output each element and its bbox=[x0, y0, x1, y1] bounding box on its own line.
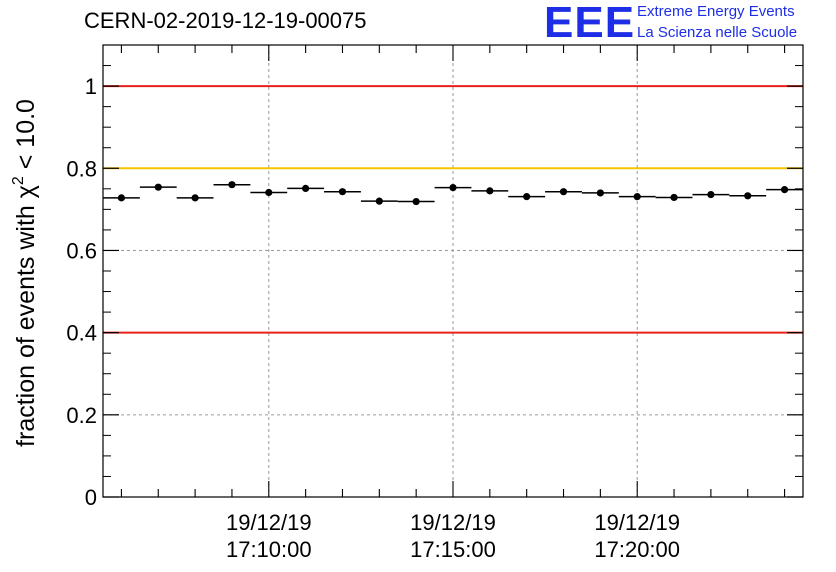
data-point bbox=[117, 194, 126, 202]
data-point bbox=[780, 186, 789, 194]
data-point bbox=[523, 193, 531, 201]
data-point bbox=[559, 188, 568, 196]
data-point bbox=[191, 194, 199, 202]
data-point bbox=[744, 192, 752, 200]
x-tick-date-label: 19/12/19 bbox=[226, 510, 312, 535]
logo-line-1: Extreme Energy Events bbox=[637, 3, 795, 20]
y-axis-label-chi: χ bbox=[12, 185, 40, 198]
y-axis-label: fraction of events with χ2 < 10.0 bbox=[10, 99, 40, 447]
eee-logo-mark: EEE bbox=[544, 0, 636, 47]
logo-line-2: La Scienza nelle Scuole bbox=[637, 24, 798, 41]
data-point bbox=[707, 190, 715, 199]
x-tick-date-label: 19/12/19 bbox=[410, 510, 496, 535]
data-point bbox=[449, 183, 457, 192]
x-tick-time-label: 17:20:00 bbox=[594, 537, 680, 562]
data-point bbox=[228, 181, 236, 189]
y-tick-label: 0.8 bbox=[66, 156, 97, 181]
data-point bbox=[596, 189, 604, 197]
data-point bbox=[338, 188, 347, 196]
y-axis-label-superscript: 2 bbox=[10, 176, 27, 185]
y-tick-label: 0.2 bbox=[66, 403, 97, 428]
y-axis-label-prefix: fraction of events with bbox=[12, 198, 40, 447]
data-point bbox=[412, 197, 420, 206]
data-point bbox=[154, 183, 162, 191]
y-axis-label-suffix: < 10.0 bbox=[12, 99, 40, 176]
data-point bbox=[486, 187, 494, 195]
x-tick-time-label: 17:10:00 bbox=[226, 537, 312, 562]
data-point bbox=[375, 197, 383, 205]
y-tick-label: 1 bbox=[85, 74, 97, 99]
x-tick-date-label: 19/12/19 bbox=[594, 510, 680, 535]
data-point bbox=[302, 184, 310, 193]
data-point bbox=[670, 193, 678, 202]
y-tick-label: 0 bbox=[85, 485, 97, 510]
y-tick-label: 0.4 bbox=[66, 321, 97, 346]
run-label: CERN-02-2019-12-19-00075 bbox=[84, 8, 367, 33]
data-point bbox=[265, 188, 273, 197]
x-tick-time-label: 17:15:00 bbox=[410, 537, 496, 562]
data-point bbox=[633, 193, 641, 201]
y-tick-label: 0.6 bbox=[66, 238, 97, 263]
